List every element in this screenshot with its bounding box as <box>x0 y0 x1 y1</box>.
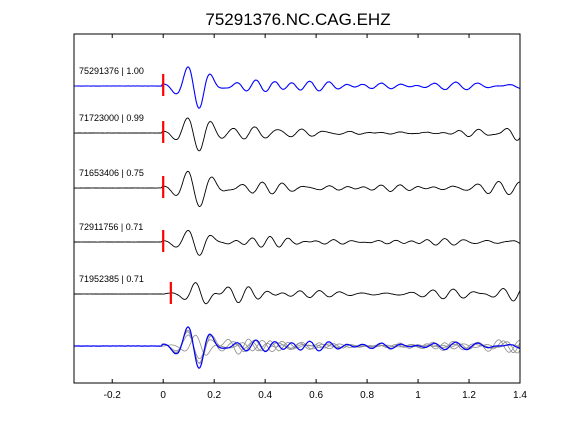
trace-label-2: 71723000 | 0.99 <box>79 113 144 123</box>
x-tick-label: 1 <box>415 390 421 401</box>
overlay-layer <box>73 326 521 369</box>
trace-label-1: 75291376 | 1.00 <box>79 66 144 76</box>
x-tick-label: 0.6 <box>309 390 323 401</box>
x-tick-label: 0 <box>160 390 166 401</box>
trace-4 <box>73 229 521 256</box>
x-tick-label: 1.4 <box>513 390 527 401</box>
x-axis: -0.2 0 0.2 0.4 0.6 0.8 1 1.2 1.4 <box>104 34 527 401</box>
trace-label-5: 71952385 | 0.71 <box>79 274 144 284</box>
x-tick-label: -0.2 <box>104 390 122 401</box>
overlay-trace-1 <box>73 326 521 369</box>
trace-1 <box>73 66 521 109</box>
traces-layer <box>73 66 521 305</box>
trace-3 <box>74 170 520 207</box>
trace-2 <box>74 117 521 152</box>
plot-frame <box>73 33 521 384</box>
x-tick-label: 0.8 <box>360 390 374 401</box>
trace-labels: 75291376 | 1.00 71723000 | 0.99 71653406 |… <box>79 66 144 284</box>
x-tick-label: 0.4 <box>258 390 272 401</box>
trace-label-4: 72911756 | 0.71 <box>79 222 143 232</box>
picks-layer <box>162 74 172 304</box>
x-tick-label: 0.2 <box>207 390 221 401</box>
trace-5 <box>73 282 521 305</box>
trace-label-3: 71653406 | 0.75 <box>79 168 144 178</box>
chart-title: 75291376.NC.CAG.EHZ <box>205 10 390 29</box>
x-tick-label: 1.2 <box>462 390 476 401</box>
